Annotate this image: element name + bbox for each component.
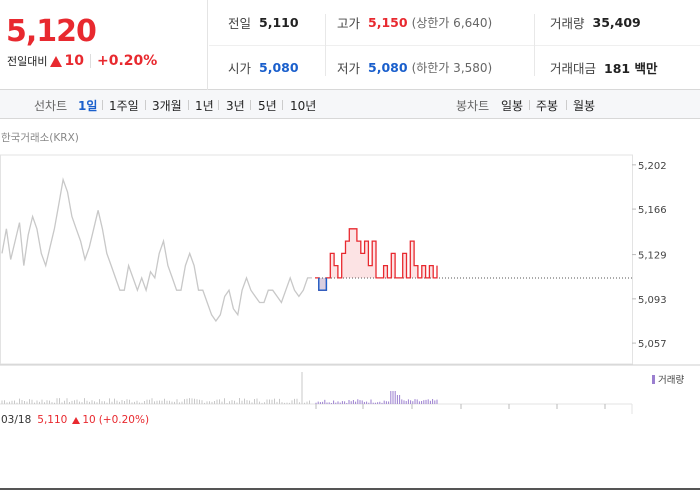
quote-grid: 전일 5,110 시가 5,080 고가 5,150 (상한가 6,640) 저…	[209, 0, 700, 90]
divider	[89, 54, 91, 68]
volume-legend: 거래량	[652, 372, 684, 386]
low-value: 5,080	[368, 60, 408, 75]
trade-amount-value: 181 백만	[604, 61, 658, 76]
volume-value: 35,409	[592, 15, 641, 30]
open: 시가 5,080	[228, 45, 299, 90]
divider	[218, 100, 219, 110]
low: 저가 5,080 (하한가 3,580)	[337, 45, 492, 90]
high: 고가 5,150 (상한가 6,640)	[337, 0, 492, 45]
tab-3y[interactable]: 3년	[226, 99, 245, 113]
low-label: 저가	[337, 61, 361, 76]
volume-swatch	[652, 374, 655, 384]
line-chart-label: 선차트	[34, 99, 68, 113]
change-row: 전일대비 10 +0.20%	[7, 53, 157, 69]
exchange-label: 한국거래소(KRX)	[1, 132, 79, 144]
lower-limit: (하한가 3,580)	[411, 61, 493, 75]
today-line	[315, 228, 438, 291]
volume: 거래량 35,409	[550, 0, 641, 45]
footer-pct: (+0.20%)	[98, 414, 150, 426]
divider	[188, 100, 189, 110]
tab-5y[interactable]: 5년	[258, 99, 277, 113]
trade-amount: 거래대금 181 백만	[550, 45, 657, 90]
prev-close: 전일 5,110	[228, 0, 299, 45]
footer-change: 10	[82, 414, 96, 426]
change-amount: 10	[64, 53, 84, 69]
divider	[566, 100, 567, 110]
footer-summary: 03/18 5,110 10 (+0.20%)	[1, 414, 149, 426]
quote-panel: 5,120 전일대비 10 +0.20% 전일 5,110 시가 5,080 고…	[0, 0, 700, 90]
trade-amount-label: 거래대금	[550, 61, 597, 76]
change-percent: +0.20%	[96, 53, 158, 69]
divider	[282, 100, 283, 110]
prev-close-value: 5,110	[259, 15, 299, 30]
volume-label: 거래량	[550, 16, 585, 31]
up-triangle-icon	[50, 55, 63, 67]
volume-legend-label: 거래량	[658, 375, 685, 386]
open-value: 5,080	[259, 60, 299, 75]
tab-weekly[interactable]: 주봉	[536, 99, 559, 113]
open-label: 시가	[228, 61, 252, 76]
y-tick-label: 5,166	[638, 205, 667, 216]
divider	[209, 45, 700, 46]
prev-day-line	[1, 177, 312, 323]
chart-tabbar: 선차트 1일 1주일 3개월 1년 3년 5년 10년 봉차트 일봉 주봉 월봉	[0, 90, 700, 119]
bottom-border	[0, 488, 700, 490]
tab-1y[interactable]: 1년	[195, 99, 214, 113]
footer-close: 5,110	[37, 414, 68, 426]
divider	[250, 100, 251, 110]
up-triangle-icon	[72, 416, 81, 424]
price-box: 5,120 전일대비 10 +0.20%	[0, 0, 208, 90]
tab-3m[interactable]: 3개월	[152, 99, 182, 113]
footer-date: 03/18	[1, 414, 32, 426]
current-price: 5,120	[6, 14, 97, 49]
down-segment	[318, 277, 328, 291]
upper-limit: (상한가 6,640)	[411, 16, 493, 30]
y-tick-label: 5,093	[638, 295, 667, 306]
divider	[529, 100, 530, 110]
divider	[534, 14, 535, 76]
prev-close-label: 전일	[228, 16, 252, 31]
divider	[102, 100, 103, 110]
y-tick-label: 5,129	[638, 251, 667, 262]
tab-1d[interactable]: 1일	[78, 99, 98, 113]
candle-chart-label: 봉차트	[456, 99, 490, 113]
tab-10y[interactable]: 10년	[290, 99, 317, 113]
high-label: 고가	[337, 16, 361, 31]
price-chart: 5,2025,1665,1295,0935,05703/1910:0011:00…	[0, 154, 700, 414]
tab-1w[interactable]: 1주일	[109, 99, 139, 113]
divider	[145, 100, 146, 110]
y-tick-label: 5,057	[638, 339, 667, 350]
tab-monthly[interactable]: 월봉	[573, 99, 596, 113]
high-value: 5,150	[368, 15, 408, 30]
change-label: 전일대비	[7, 55, 48, 68]
plot-frame	[0, 154, 633, 365]
divider	[325, 14, 326, 76]
tab-daily[interactable]: 일봉	[501, 99, 524, 113]
y-tick-label: 5,202	[638, 161, 667, 172]
